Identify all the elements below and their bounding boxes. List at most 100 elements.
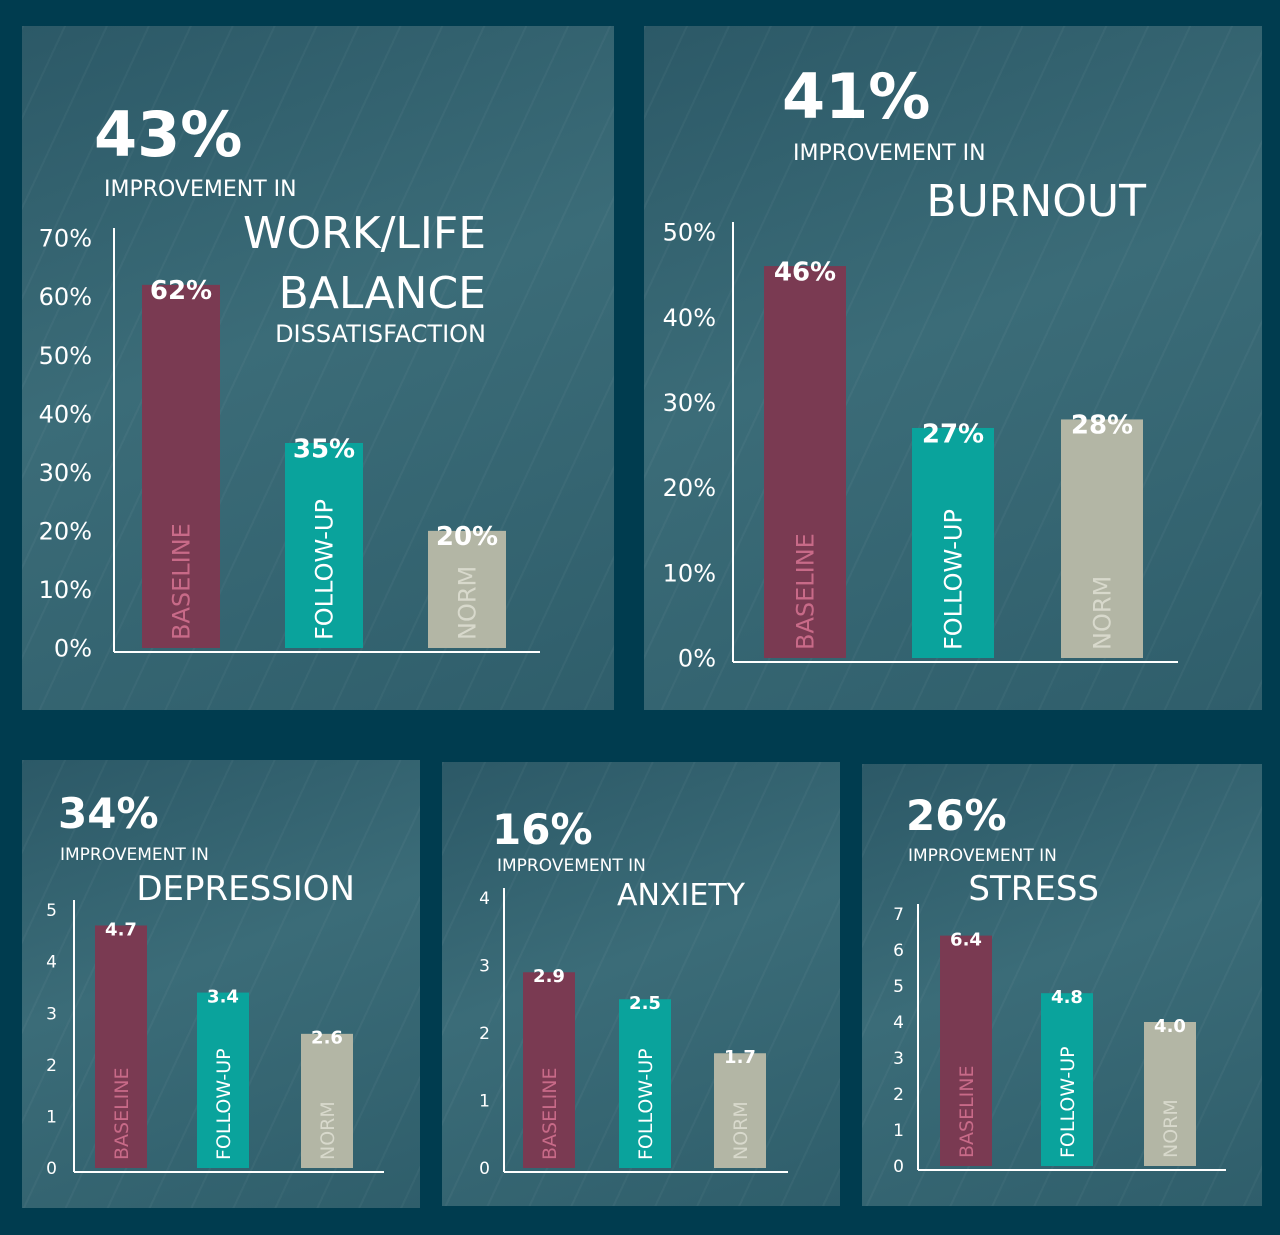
bar-chart: 26% IMPROVEMENT IN STRESS 0 1 2 3 4 5 6 7 6.4 BASELI…: [893, 791, 1226, 1177]
category-label: FOLLOW-UP: [311, 499, 339, 640]
bar-norm: [714, 1053, 766, 1168]
category-label: NORM: [1089, 576, 1117, 650]
panel-worklife: 43% IMPROVEMENT IN WORK/LIFE BALANCE DISSATI…: [22, 26, 614, 710]
value-label: 62%: [150, 276, 212, 306]
bar-norm: [428, 530, 506, 648]
category-label: BASELINE: [539, 1067, 561, 1160]
bar-norm: [301, 1033, 353, 1168]
category-label: FOLLOW-UP: [940, 509, 968, 650]
y-tick-label: 2: [46, 1056, 57, 1076]
y-tick-label: 4: [893, 1013, 904, 1033]
headline-percent: 43%: [94, 98, 242, 171]
y-tick-label: 6: [893, 941, 904, 961]
category-label: NORM: [317, 1101, 339, 1160]
value-label: 4.8: [1051, 987, 1083, 1008]
bar-follow-up: [197, 992, 249, 1168]
y-tick-label: 50%: [663, 219, 716, 247]
y-tick-label: 4: [479, 889, 490, 909]
bar-baseline: [764, 266, 846, 658]
y-tick-label: 0%: [678, 645, 716, 673]
panel-burnout: 41% IMPROVEMENT IN BURNOUT 0% 10% 20% 30% 40% 50…: [644, 26, 1262, 710]
category-label: BASELINE: [956, 1065, 978, 1158]
y-tick-label: 1: [479, 1092, 490, 1112]
value-label: 46%: [774, 257, 836, 287]
value-label: 2.5: [629, 993, 661, 1014]
panel-depression: 34% IMPROVEMENT IN DEPRESSION 0 1 2 3 4 5 4.7 BASE…: [22, 760, 420, 1208]
chart-title-line: STRESS: [968, 869, 1099, 909]
bar-follow-up: [1041, 993, 1093, 1166]
value-label: 6.4: [950, 930, 982, 951]
y-tick-label: 20%: [663, 474, 716, 502]
y-tick-label: 2: [479, 1024, 490, 1044]
subtitle: IMPROVEMENT IN: [497, 856, 646, 876]
y-tick-label: 0%: [54, 635, 92, 663]
bar-norm: [1061, 419, 1143, 658]
headline-percent: 26%: [906, 791, 1007, 840]
y-tick-label: 40%: [663, 304, 716, 332]
y-tick-label: 40%: [39, 400, 92, 428]
subtitle: IMPROVEMENT IN: [793, 141, 986, 166]
value-label: 28%: [1071, 411, 1133, 441]
value-label: 4.7: [105, 919, 137, 940]
y-tick-label: 7: [893, 905, 904, 925]
y-tick-label: 2: [893, 1085, 904, 1105]
y-tick-label: 4: [46, 953, 57, 973]
category-label: FOLLOW-UP: [1057, 1046, 1079, 1158]
category-label: BASELINE: [792, 533, 820, 650]
bar-chart: 43% IMPROVEMENT IN WORK/LIFE BALANCEDISSATI…: [39, 98, 540, 663]
y-tick-label: 3: [46, 1004, 57, 1024]
bar-follow-up: [912, 427, 994, 658]
chart-title-extra: DISSATISFACTION: [275, 320, 486, 348]
chart-title-line: BALANCE: [279, 268, 486, 319]
y-tick-label: 0: [46, 1159, 57, 1179]
headline-percent: 16%: [492, 805, 593, 854]
bar-follow-up: [285, 443, 363, 648]
value-label: 35%: [293, 434, 355, 464]
subtitle: IMPROVEMENT IN: [908, 846, 1057, 866]
headline-percent: 34%: [58, 789, 159, 838]
y-tick-label: 20%: [39, 517, 92, 545]
category-label: NORM: [1160, 1099, 1182, 1158]
headline-percent: 41%: [782, 60, 930, 133]
category-label: BASELINE: [168, 523, 196, 640]
chart-title-line: ANXIETY: [617, 878, 746, 913]
panel-stress: 26% IMPROVEMENT IN STRESS 0 1 2 3 4 5 6 7 6.4 BASELI…: [862, 764, 1262, 1206]
category-label: NORM: [454, 566, 482, 640]
bar-baseline: [95, 925, 147, 1168]
value-label: 2.6: [311, 1028, 343, 1049]
chart-title-line: BURNOUT: [926, 176, 1146, 227]
y-tick-label: 50%: [39, 342, 92, 370]
y-tick-label: 30%: [663, 389, 716, 417]
y-tick-label: 5: [46, 901, 57, 921]
y-tick-label: 10%: [663, 559, 716, 587]
category-label: FOLLOW-UP: [213, 1048, 235, 1160]
value-label: 2.9: [533, 966, 565, 987]
value-label: 1.7: [724, 1047, 756, 1068]
subtitle: IMPROVEMENT IN: [60, 845, 209, 865]
bar-baseline: [940, 935, 992, 1166]
subtitle: IMPROVEMENT IN: [104, 177, 297, 202]
y-tick-label: 3: [893, 1049, 904, 1069]
y-tick-label: 30%: [39, 459, 92, 487]
value-label: 4.0: [1154, 1016, 1186, 1037]
y-tick-label: 1: [893, 1121, 904, 1141]
bar-baseline: [523, 972, 575, 1168]
y-tick-label: 5: [893, 977, 904, 997]
category-label: NORM: [730, 1101, 752, 1160]
bar-norm: [1144, 1022, 1196, 1166]
bar-follow-up: [619, 999, 671, 1168]
value-label: 3.4: [207, 986, 239, 1007]
bar-baseline: [142, 284, 220, 648]
value-label: 20%: [436, 522, 498, 552]
panel-anxiety: 16% IMPROVEMENT IN ANXIETY 0 1 2 3 4 2.9 BASELINE…: [442, 762, 840, 1206]
bar-chart: 41% IMPROVEMENT IN BURNOUT 0% 10% 20% 30% 40% 50…: [663, 60, 1178, 673]
chart-title-line: DEPRESSION: [136, 869, 355, 909]
y-tick-label: 10%: [39, 576, 92, 604]
value-label: 27%: [922, 419, 984, 449]
y-tick-label: 0: [893, 1157, 904, 1177]
category-label: FOLLOW-UP: [635, 1048, 657, 1160]
category-label: BASELINE: [111, 1067, 133, 1160]
y-tick-label: 1: [46, 1108, 57, 1128]
bar-chart: 34% IMPROVEMENT IN DEPRESSION 0 1 2 3 4 5 4.7 BASE…: [46, 789, 384, 1179]
